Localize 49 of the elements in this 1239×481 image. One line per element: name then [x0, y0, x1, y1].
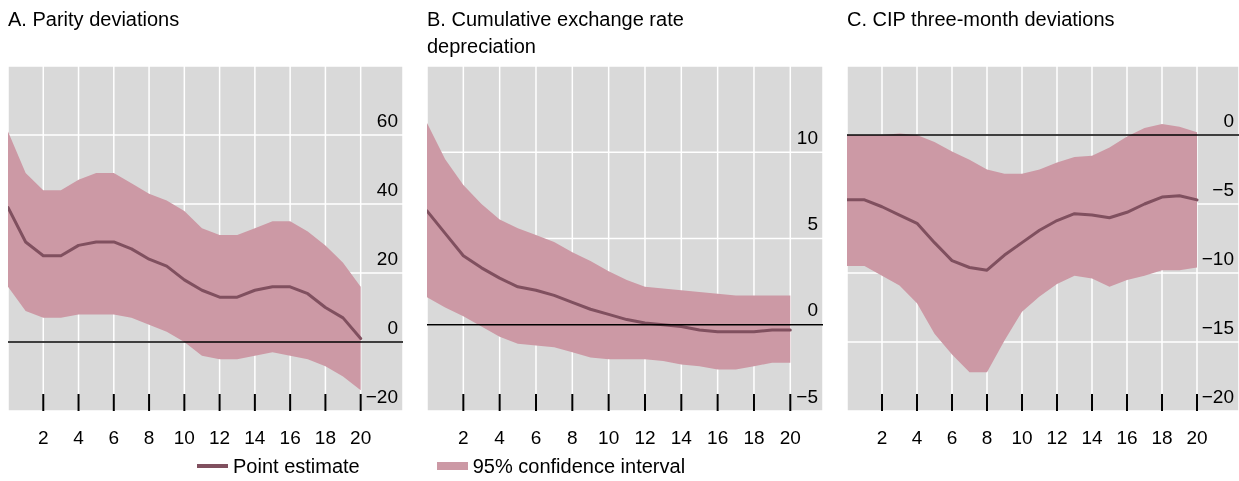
x-tick-label: 4 [494, 426, 506, 448]
y-tick-label: −15 [1201, 316, 1234, 338]
x-tick-label: 18 [314, 426, 336, 448]
x-tick-label: 8 [567, 426, 578, 448]
x-tick-label: 14 [1081, 426, 1103, 448]
y-tick-label: 10 [796, 126, 818, 148]
x-tick-label: 20 [350, 426, 372, 448]
x-tick-label: 6 [946, 426, 958, 448]
x-tick-label: 2 [37, 426, 49, 448]
y-tick-label: 20 [376, 247, 398, 269]
x-tick-label: 2 [458, 426, 469, 448]
x-tick-label: 16 [279, 426, 301, 448]
x-tick-label: 12 [1046, 426, 1068, 448]
y-tick-label: −5 [1212, 178, 1234, 200]
y-tick-label: −5 [796, 385, 818, 407]
x-tick-label: 16 [707, 426, 729, 448]
chart-title: B. Cumulative exchange rate depreciation [427, 7, 685, 59]
x-tick-label: 12 [634, 426, 656, 448]
x-tick-label: 10 [173, 426, 195, 448]
x-tick-label: 2 [876, 426, 888, 448]
x-tick-label: 20 [1186, 426, 1208, 448]
x-tick-label: 14 [244, 426, 266, 448]
x-tick-label: 18 [1151, 426, 1173, 448]
x-tick-label: 8 [143, 426, 155, 448]
y-tick-label: 60 [376, 109, 398, 131]
x-tick-label: 6 [530, 426, 542, 448]
y-tick-label: −20 [365, 385, 398, 407]
x-tick-label: 4 [73, 426, 85, 448]
x-tick-label: 10 [1011, 426, 1033, 448]
x-tick-label: 18 [743, 426, 765, 448]
x-tick-label: 4 [911, 426, 923, 448]
y-tick-label: 0 [1223, 109, 1234, 131]
x-tick-label: 8 [981, 426, 993, 448]
x-tick-label: 20 [779, 426, 801, 448]
x-tick-label: 10 [598, 426, 620, 448]
y-tick-label: −20 [1201, 385, 1234, 407]
x-tick-label: 12 [209, 426, 231, 448]
x-tick-label: 6 [108, 426, 120, 448]
y-tick-label: 40 [376, 178, 398, 200]
y-tick-label: 5 [807, 213, 818, 235]
chart-title: C. CIP three-month deviations [847, 7, 1115, 32]
chart-title: A. Parity deviations [8, 7, 180, 32]
legend-label: Point estimate [233, 454, 360, 479]
text: 95% confidence interval [472, 454, 686, 479]
y-tick-label: 0 [387, 316, 398, 338]
y-tick-label: 0 [807, 299, 818, 321]
x-tick-label: 16 [1116, 426, 1138, 448]
x-tick-label: 14 [670, 426, 693, 448]
y-tick-label: −10 [1201, 247, 1234, 269]
